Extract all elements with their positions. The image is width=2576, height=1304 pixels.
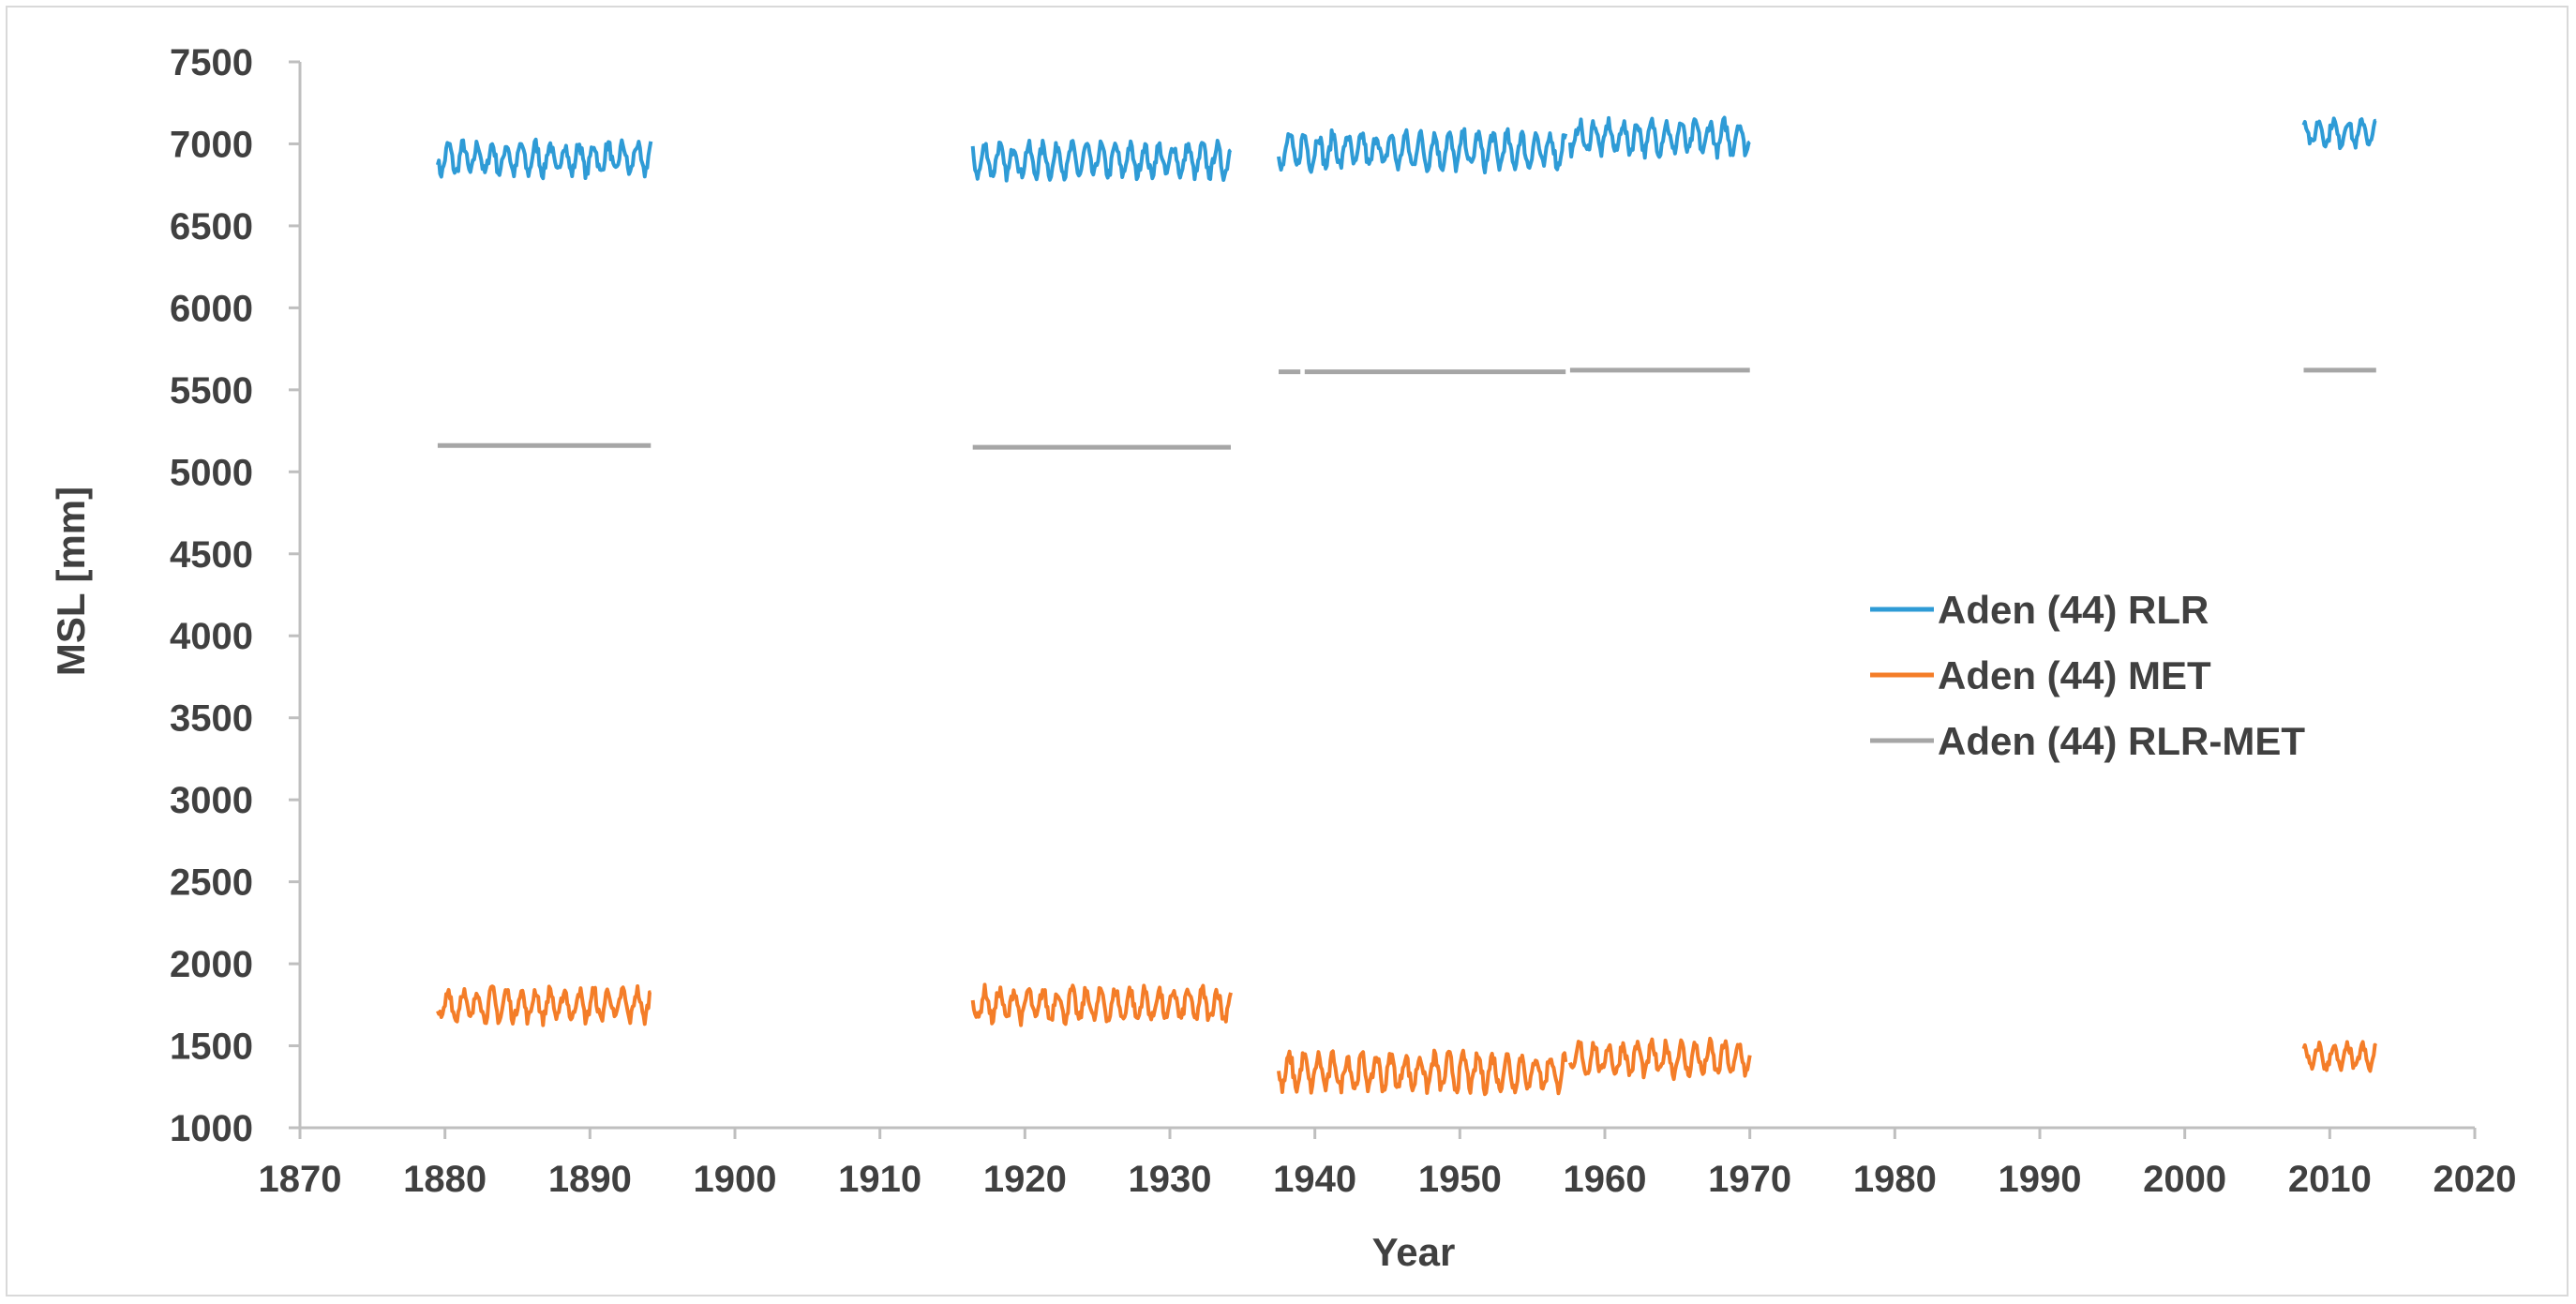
legend-label: Aden (44) RLR <box>1938 588 2209 632</box>
series-1-segment <box>2301 1040 2378 1073</box>
series-0-segment <box>2301 116 2377 151</box>
x-tick-label: 1970 <box>1708 1159 1791 1200</box>
y-tick-label: 6500 <box>170 206 253 247</box>
x-tick-label: 1910 <box>838 1159 921 1200</box>
y-tick-label: 7000 <box>170 124 253 165</box>
x-tick-label: 1890 <box>548 1159 632 1200</box>
x-tick-label: 2020 <box>2434 1159 2517 1200</box>
x-axis-title: Year <box>1372 1230 1456 1274</box>
x-tick-label: 1980 <box>1853 1159 1937 1200</box>
tick-labels-layer: 1870 1880 1890 1900 1910 1920 1930 1940 1950 1960… <box>170 42 2516 1200</box>
y-tick-label: 6000 <box>170 288 253 329</box>
x-tick-label: 1920 <box>983 1159 1067 1200</box>
chart-frame <box>6 6 2569 1297</box>
series-0-segment <box>1277 127 1568 174</box>
series-0-segment <box>435 137 653 181</box>
x-tick-label: 1880 <box>403 1159 487 1200</box>
x-tick-label: 1930 <box>1129 1159 1212 1200</box>
series-1-segment <box>1277 1048 1568 1097</box>
y-tick-label: 3500 <box>170 698 253 740</box>
x-tick-label: 2010 <box>2288 1159 2372 1200</box>
y-tick-label: 1000 <box>170 1108 253 1149</box>
y-axis-title: MSL [mm] <box>49 487 93 676</box>
x-tick-label: 2000 <box>2143 1159 2226 1200</box>
y-tick-label: 4500 <box>170 534 253 576</box>
y-tick-label: 2500 <box>170 862 253 904</box>
chart-legend: Aden (44) RLR Aden (44) MET Aden (44) RLR-… <box>1870 588 2305 763</box>
series-1-segment <box>970 982 1233 1027</box>
x-tick-label: 1950 <box>1418 1159 1502 1200</box>
y-tick-label: 5000 <box>170 452 253 493</box>
plot-series-layer <box>435 115 2378 1097</box>
x-tick-label: 1940 <box>1273 1159 1356 1200</box>
legend-label: Aden (44) MET <box>1938 653 2211 697</box>
y-tick-label: 5500 <box>170 370 253 412</box>
legend-label: Aden (44) RLR-MET <box>1938 719 2305 763</box>
x-tick-label: 1960 <box>1564 1159 1647 1200</box>
y-tick-label: 2000 <box>170 944 253 985</box>
series-1-segment <box>436 984 651 1027</box>
y-tick-label: 3000 <box>170 780 253 821</box>
y-tick-label: 4000 <box>170 616 253 657</box>
y-tick-label: 7500 <box>170 42 253 83</box>
y-tick-label: 1500 <box>170 1027 253 1068</box>
x-tick-label: 1900 <box>694 1159 777 1200</box>
x-tick-label: 1870 <box>259 1159 342 1200</box>
x-tick-label: 1990 <box>1999 1159 2082 1200</box>
series-1-segment <box>1568 1036 1752 1082</box>
series-0-segment <box>970 139 1233 183</box>
series-0-segment <box>1567 115 1751 160</box>
axes-layer <box>289 60 2477 1139</box>
